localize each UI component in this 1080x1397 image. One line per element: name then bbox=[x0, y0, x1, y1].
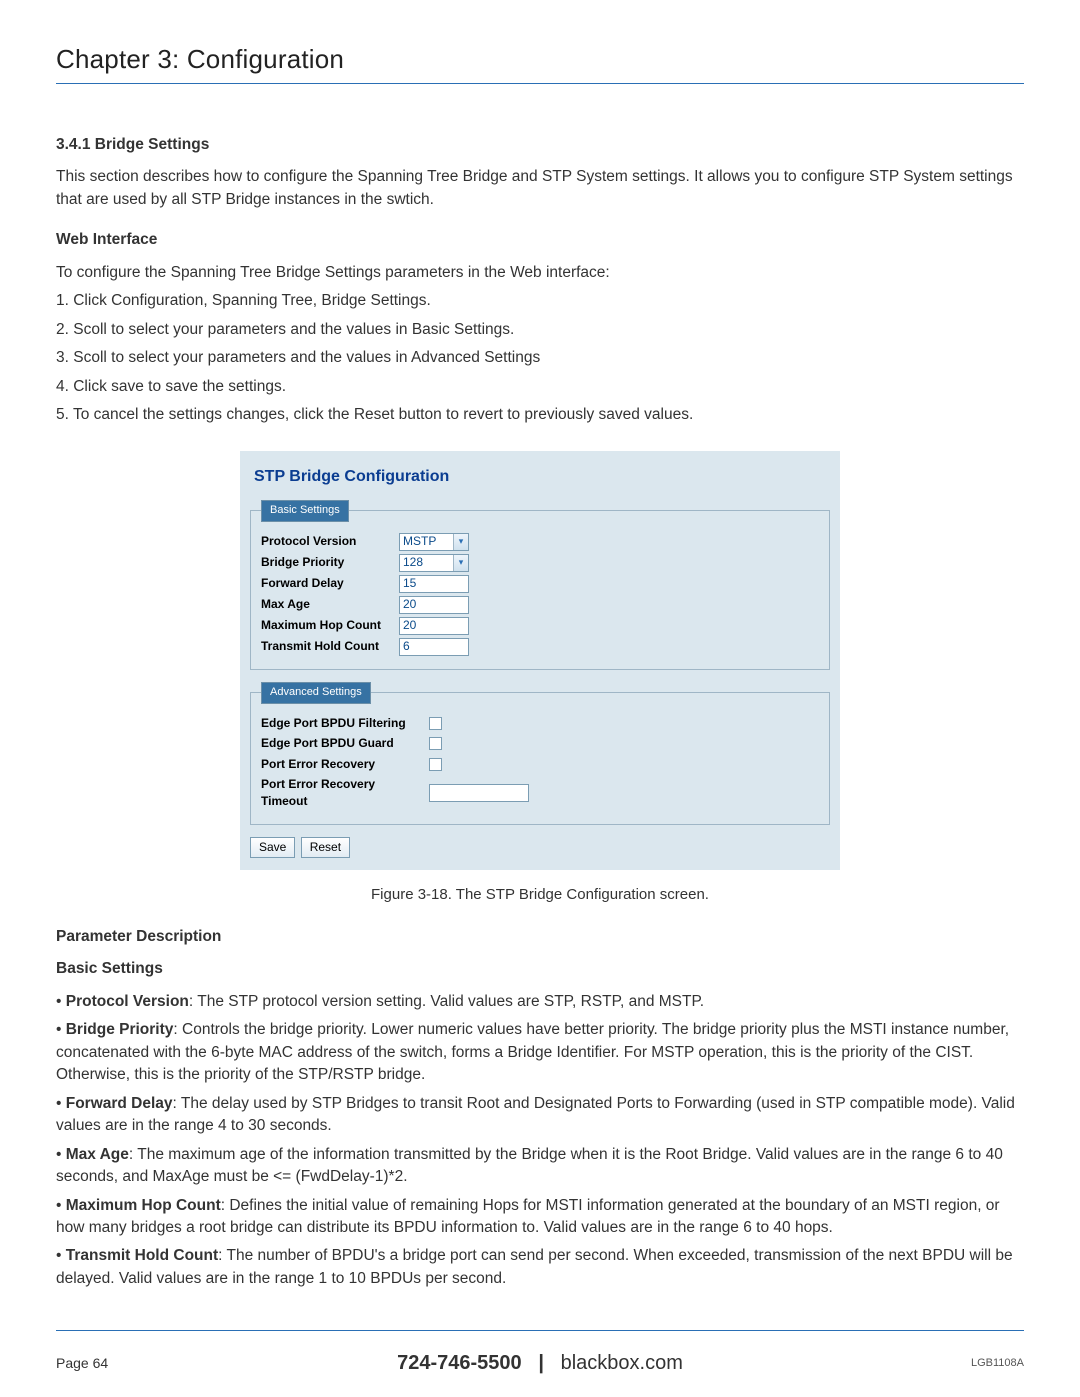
chevron-down-icon: ▾ bbox=[453, 555, 468, 571]
term-max-hop-count: Maximum Hop Count bbox=[66, 1197, 221, 1214]
row-bridge-priority: Bridge Priority 128 ▾ bbox=[261, 554, 819, 572]
step-3: 3. Scoll to select your parameters and t… bbox=[56, 347, 1024, 369]
checkbox-bpdu-guard[interactable] bbox=[429, 737, 442, 750]
row-tx-hold-count: Transmit Hold Count 6 bbox=[261, 638, 819, 656]
stp-config-panel: STP Bridge Configuration Basic Settings … bbox=[240, 451, 840, 870]
label-forward-delay: Forward Delay bbox=[261, 575, 393, 592]
label-bpdu-filtering: Edge Port BPDU Filtering bbox=[261, 715, 423, 732]
checkbox-port-error-recovery[interactable] bbox=[429, 758, 442, 771]
input-forward-delay[interactable]: 15 bbox=[399, 575, 469, 593]
row-port-error-recovery: Port Error Recovery bbox=[261, 756, 819, 773]
checkbox-bpdu-filtering[interactable] bbox=[429, 717, 442, 730]
term-protocol-version: Protocol Version bbox=[66, 993, 189, 1010]
bullet-bridge-priority: • Bridge Priority: Controls the bridge p… bbox=[56, 1019, 1024, 1086]
term-bridge-priority: Bridge Priority bbox=[66, 1021, 174, 1038]
advanced-settings-legend: Advanced Settings bbox=[261, 682, 371, 704]
chevron-down-icon: ▾ bbox=[453, 534, 468, 550]
label-tx-hold-count: Transmit Hold Count bbox=[261, 638, 393, 655]
basic-settings-param-heading: Basic Settings bbox=[56, 958, 1024, 980]
input-max-age[interactable]: 20 bbox=[399, 596, 469, 614]
term-tx-hold-count: Transmit Hold Count bbox=[66, 1247, 218, 1264]
footer-site: blackbox.com bbox=[561, 1352, 683, 1374]
input-tx-hold-count[interactable]: 6 bbox=[399, 638, 469, 656]
row-forward-delay: Forward Delay 15 bbox=[261, 575, 819, 593]
row-protocol-version: Protocol Version MSTP ▾ bbox=[261, 533, 819, 551]
select-bridge-priority[interactable]: 128 ▾ bbox=[399, 554, 469, 572]
select-bridge-priority-value: 128 bbox=[403, 554, 423, 571]
intro-paragraph: This section describes how to configure … bbox=[56, 166, 1024, 211]
term-max-age: Max Age bbox=[66, 1146, 129, 1163]
footer-contact: 724-746-5500 | blackbox.com bbox=[56, 1352, 1024, 1375]
step-4: 4. Click save to save the settings. bbox=[56, 376, 1024, 398]
bullet-tx-hold-count: • Transmit Hold Count: The number of BPD… bbox=[56, 1245, 1024, 1290]
footer-phone: 724-746-5500 bbox=[397, 1352, 522, 1374]
select-protocol-version[interactable]: MSTP ▾ bbox=[399, 533, 469, 551]
input-port-error-recovery-timeout[interactable] bbox=[429, 784, 529, 802]
save-button[interactable]: Save bbox=[250, 837, 295, 858]
label-port-error-recovery: Port Error Recovery bbox=[261, 756, 423, 773]
figure-caption: Figure 3-18. The STP Bridge Configuratio… bbox=[56, 884, 1024, 906]
panel-title: STP Bridge Configuration bbox=[254, 465, 830, 488]
section-heading: 3.4.1 Bridge Settings bbox=[56, 134, 1024, 156]
basic-settings-group: Basic Settings Protocol Version MSTP ▾ B… bbox=[250, 500, 830, 670]
term-forward-delay: Forward Delay bbox=[66, 1095, 173, 1112]
label-protocol-version: Protocol Version bbox=[261, 533, 393, 550]
label-bridge-priority: Bridge Priority bbox=[261, 554, 393, 571]
select-protocol-version-value: MSTP bbox=[403, 533, 436, 550]
step-5: 5. To cancel the settings changes, click… bbox=[56, 404, 1024, 426]
chapter-title: Chapter 3: Configuration bbox=[56, 44, 1024, 75]
reset-button[interactable]: Reset bbox=[301, 837, 350, 858]
row-port-error-recovery-timeout: Port Error Recovery Timeout bbox=[261, 776, 819, 811]
row-bpdu-filtering: Edge Port BPDU Filtering bbox=[261, 715, 819, 732]
chapter-rule bbox=[56, 83, 1024, 84]
label-bpdu-guard: Edge Port BPDU Guard bbox=[261, 735, 423, 752]
bullet-max-hop-count: • Maximum Hop Count: Defines the initial… bbox=[56, 1195, 1024, 1240]
footer-separator: | bbox=[538, 1352, 544, 1374]
body-content: 3.4.1 Bridge Settings This section descr… bbox=[56, 134, 1024, 1290]
footer-rule bbox=[56, 1330, 1024, 1331]
bullet-max-age: • Max Age: The maximum age of the inform… bbox=[56, 1144, 1024, 1189]
parameter-description-heading: Parameter Description bbox=[56, 926, 1024, 948]
web-interface-intro: To configure the Spanning Tree Bridge Se… bbox=[56, 262, 1024, 284]
advanced-settings-group: Advanced Settings Edge Port BPDU Filteri… bbox=[250, 682, 830, 825]
page-footer: Page 64 724-746-5500 | blackbox.com LGB1… bbox=[56, 1355, 1024, 1371]
step-1: 1. Click Configuration, Spanning Tree, B… bbox=[56, 290, 1024, 312]
desc-bridge-priority: : Controls the bridge priority. Lower nu… bbox=[56, 1021, 1009, 1083]
step-2: 2. Scoll to select your parameters and t… bbox=[56, 319, 1024, 341]
basic-settings-legend: Basic Settings bbox=[261, 500, 349, 522]
label-max-age: Max Age bbox=[261, 596, 393, 613]
row-max-hop-count: Maximum Hop Count 20 bbox=[261, 617, 819, 635]
desc-protocol-version: : The STP protocol version setting. Vali… bbox=[189, 993, 704, 1010]
row-bpdu-guard: Edge Port BPDU Guard bbox=[261, 735, 819, 752]
web-interface-heading: Web Interface bbox=[56, 229, 1024, 251]
document-page: Chapter 3: Configuration 3.4.1 Bridge Se… bbox=[0, 0, 1080, 1397]
desc-max-age: : The maximum age of the information tra… bbox=[56, 1146, 1003, 1185]
label-port-error-recovery-timeout: Port Error Recovery Timeout bbox=[261, 776, 423, 811]
bullet-forward-delay: • Forward Delay: The delay used by STP B… bbox=[56, 1093, 1024, 1138]
label-max-hop-count: Maximum Hop Count bbox=[261, 617, 393, 634]
input-max-hop-count[interactable]: 20 bbox=[399, 617, 469, 635]
row-max-age: Max Age 20 bbox=[261, 596, 819, 614]
desc-forward-delay: : The delay used by STP Bridges to trans… bbox=[56, 1095, 1015, 1134]
bullet-protocol-version: • Protocol Version: The STP protocol ver… bbox=[56, 991, 1024, 1013]
